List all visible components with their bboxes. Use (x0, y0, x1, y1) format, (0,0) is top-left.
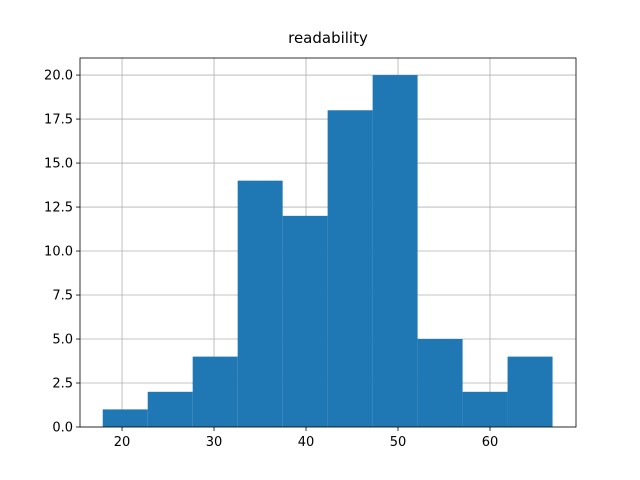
y-tick-label: 0.0 (52, 421, 73, 436)
bar (417, 339, 463, 427)
bar (102, 409, 148, 427)
y-tick-label: 12.5 (44, 201, 73, 216)
bar (192, 356, 238, 427)
y-tick-label: 5.0 (52, 333, 73, 348)
x-tick-label: 60 (482, 435, 499, 450)
x-tick-label: 20 (114, 435, 131, 450)
bar (327, 110, 373, 427)
y-tick-label: 17.5 (44, 113, 73, 128)
bar (462, 391, 508, 427)
bar (372, 75, 418, 428)
y-tick-label: 2.5 (52, 377, 73, 392)
y-tick-label: 15.0 (44, 157, 73, 172)
bar (282, 215, 328, 427)
y-tick-label: 7.5 (52, 289, 73, 304)
bar (237, 180, 283, 427)
y-tick-label: 10.0 (44, 245, 73, 260)
x-tick-label: 40 (298, 435, 315, 450)
x-tick-label: 30 (206, 435, 223, 450)
bar (147, 391, 193, 427)
x-tick-label: 50 (390, 435, 407, 450)
y-tick-label: 20.0 (44, 69, 73, 84)
plot-frame (79, 57, 577, 428)
chart-title: readability (288, 29, 368, 47)
bar (507, 356, 553, 427)
